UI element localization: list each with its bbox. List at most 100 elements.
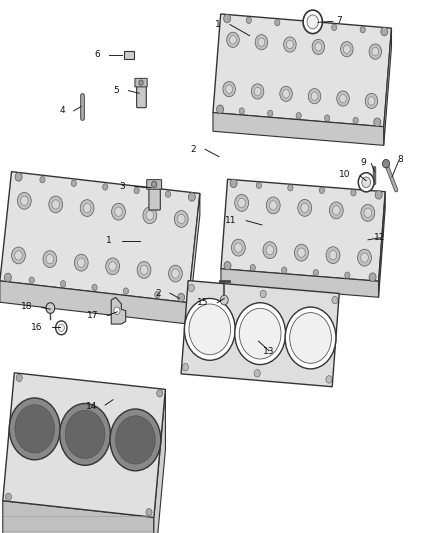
Circle shape [46, 303, 55, 313]
Circle shape [178, 293, 185, 302]
Circle shape [374, 118, 381, 126]
Circle shape [15, 405, 54, 453]
Circle shape [40, 176, 45, 183]
Circle shape [184, 298, 235, 360]
Circle shape [357, 249, 371, 266]
Text: 14: 14 [86, 402, 97, 410]
Circle shape [254, 87, 261, 95]
Polygon shape [221, 269, 378, 297]
Circle shape [102, 184, 108, 190]
Text: 16: 16 [32, 323, 43, 332]
Circle shape [115, 207, 122, 216]
Circle shape [74, 254, 88, 271]
Circle shape [15, 173, 22, 181]
Circle shape [254, 369, 260, 377]
Circle shape [21, 196, 28, 205]
Circle shape [382, 159, 389, 168]
Circle shape [11, 247, 25, 264]
Circle shape [146, 508, 152, 516]
Circle shape [172, 269, 179, 278]
Circle shape [358, 173, 374, 192]
Circle shape [269, 201, 277, 210]
FancyBboxPatch shape [135, 78, 147, 87]
Circle shape [345, 272, 350, 278]
Circle shape [188, 284, 194, 292]
Circle shape [60, 280, 66, 287]
Circle shape [80, 200, 94, 216]
Circle shape [251, 84, 264, 99]
Circle shape [29, 277, 34, 284]
Circle shape [134, 188, 139, 194]
Polygon shape [3, 500, 154, 533]
Circle shape [337, 91, 349, 106]
Text: 5: 5 [113, 86, 119, 95]
Circle shape [140, 265, 148, 274]
Circle shape [169, 265, 182, 282]
Circle shape [311, 92, 318, 100]
Circle shape [341, 42, 353, 57]
Text: 2: 2 [155, 289, 161, 297]
Circle shape [49, 196, 63, 213]
Circle shape [16, 374, 22, 382]
Circle shape [224, 14, 231, 23]
Circle shape [369, 44, 381, 59]
Circle shape [143, 207, 157, 224]
Circle shape [116, 416, 155, 464]
Circle shape [296, 112, 301, 119]
Circle shape [78, 258, 85, 268]
Circle shape [155, 292, 160, 298]
Circle shape [137, 262, 151, 278]
Circle shape [238, 198, 245, 207]
Circle shape [235, 243, 242, 252]
Circle shape [231, 239, 245, 256]
Circle shape [303, 22, 308, 28]
FancyBboxPatch shape [124, 51, 134, 59]
Circle shape [280, 86, 292, 101]
Polygon shape [0, 281, 188, 324]
Circle shape [224, 262, 231, 270]
Circle shape [71, 180, 77, 187]
Circle shape [112, 203, 125, 220]
Circle shape [368, 96, 375, 105]
Circle shape [174, 211, 188, 228]
Circle shape [381, 27, 388, 36]
Circle shape [275, 19, 280, 26]
Circle shape [365, 93, 378, 109]
Polygon shape [188, 193, 200, 324]
Circle shape [325, 115, 330, 122]
Text: 8: 8 [397, 156, 403, 164]
Circle shape [146, 211, 154, 220]
Text: 1: 1 [106, 237, 112, 245]
Circle shape [266, 197, 280, 214]
Circle shape [9, 398, 60, 460]
Text: 11: 11 [225, 216, 237, 225]
Polygon shape [384, 28, 392, 146]
Polygon shape [111, 297, 126, 324]
Text: 3: 3 [119, 182, 125, 191]
Circle shape [288, 184, 293, 191]
Text: 13: 13 [263, 348, 274, 356]
Circle shape [329, 251, 337, 260]
Circle shape [123, 288, 128, 294]
Circle shape [284, 37, 296, 52]
Circle shape [332, 296, 338, 304]
Circle shape [283, 90, 290, 98]
Circle shape [362, 177, 371, 188]
Circle shape [43, 251, 57, 268]
Circle shape [152, 181, 157, 188]
Circle shape [106, 258, 120, 274]
Circle shape [220, 295, 228, 305]
Text: 7: 7 [336, 16, 342, 25]
Circle shape [268, 110, 273, 117]
Circle shape [92, 284, 97, 290]
Circle shape [353, 117, 358, 124]
Circle shape [308, 88, 321, 104]
Circle shape [286, 41, 293, 49]
Circle shape [375, 190, 382, 199]
Circle shape [339, 94, 346, 103]
Circle shape [4, 273, 11, 282]
Circle shape [266, 246, 274, 255]
Polygon shape [0, 172, 200, 303]
Circle shape [285, 307, 336, 369]
Circle shape [114, 307, 120, 314]
